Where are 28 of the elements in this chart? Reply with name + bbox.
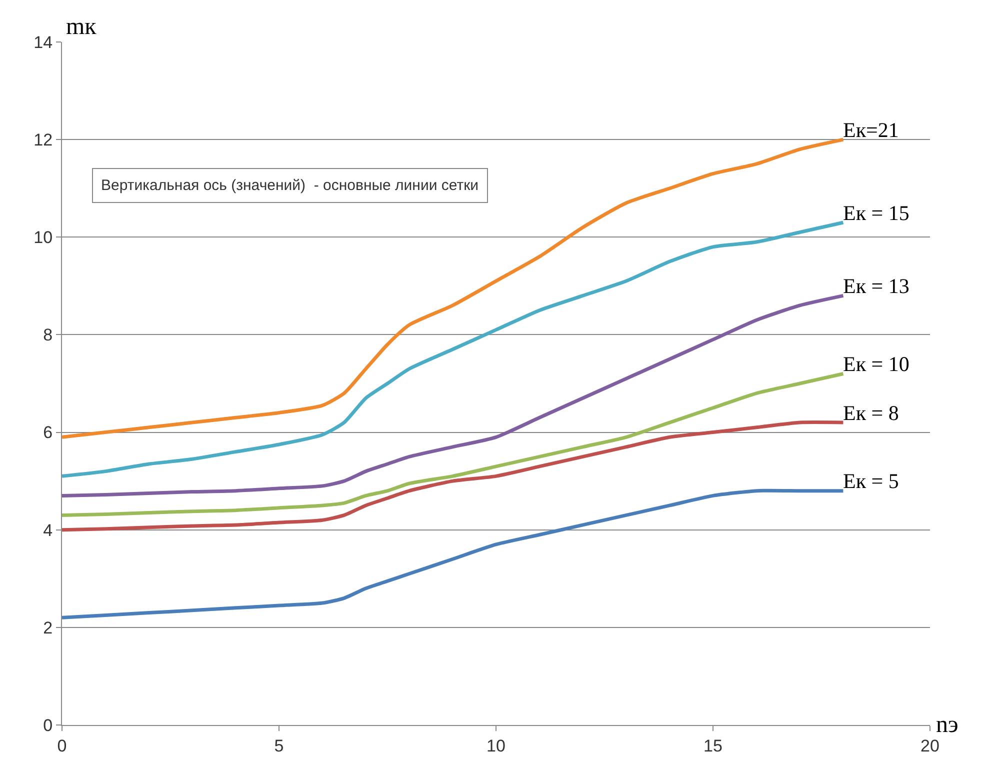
- series-label: Eк = 13: [843, 274, 910, 298]
- x-tick-label: 10: [486, 736, 506, 756]
- series-label: Eк=21: [843, 118, 899, 142]
- annotation: Вертикальная ось (значений) - основные линии сетки: [101, 177, 479, 194]
- series-label: Eк = 10: [843, 352, 910, 376]
- x-tick-label: 0: [57, 736, 67, 756]
- x-tick-label: 15: [704, 736, 722, 756]
- y-tick-label: 6: [43, 423, 53, 442]
- y-tick-label: 0: [43, 716, 53, 735]
- x-tick-label: 5: [274, 736, 284, 756]
- y-tick-label: 8: [43, 326, 53, 345]
- y-tick-label: 12: [34, 130, 53, 150]
- line-series: [62, 294, 845, 498]
- line-series: [62, 138, 845, 439]
- line-series: [62, 220, 845, 478]
- line-series: [62, 420, 845, 532]
- y-tick-label: 2: [43, 618, 53, 638]
- x-axis-title: nэ: [936, 712, 958, 738]
- series-label: Eк = 5: [843, 469, 899, 493]
- y-tick-label: 10: [34, 228, 53, 248]
- line-series: [62, 372, 845, 517]
- y-tick-label: 4: [43, 520, 53, 540]
- series-label: Eк = 15: [843, 201, 910, 225]
- line-series: [62, 488, 845, 620]
- x-tick-label: 20: [920, 736, 940, 756]
- series-label: Eк = 8: [843, 401, 899, 425]
- y-axis-title: mк: [66, 14, 97, 40]
- y-tick-label: 14: [34, 32, 53, 52]
